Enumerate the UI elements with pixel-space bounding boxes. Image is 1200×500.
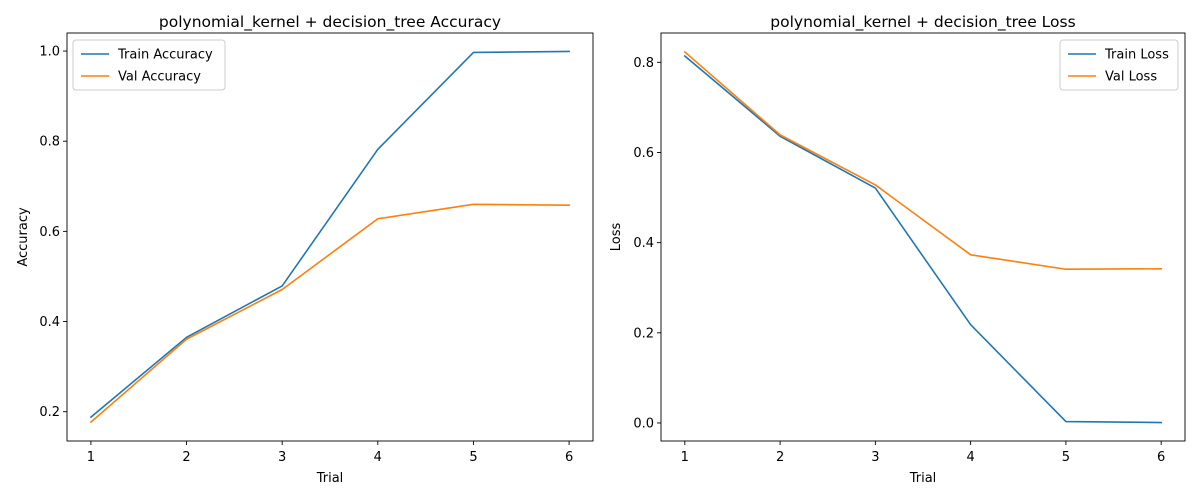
plot-area-frame [66,32,594,442]
y-tick-label: 1.0 [39,45,60,60]
y-axis-label: Accuracy [16,207,31,267]
x-axis-label: Trial [316,471,344,486]
legend-box [72,39,226,91]
x-tick-label: 4 [374,450,382,465]
plot-area-frame [660,32,1186,442]
series-line-train [89,50,570,419]
y-tick-label: 0.0 [633,416,654,431]
y-tick-label: 0.2 [633,326,654,341]
y-tick-label: 0.4 [633,236,654,251]
legend: Train Loss Val Loss [1059,39,1179,91]
legend-label: Val Accuracy [118,70,201,85]
x-tick-label: 1 [681,450,689,465]
x-tick-label: 5 [1062,450,1070,465]
x-tick-label: 6 [565,450,573,465]
x-axis-label: Trial [909,471,937,486]
legend-label: Val Loss [1105,70,1157,85]
legend-label: Train Accuracy [117,48,213,63]
x-tick-label: 5 [469,450,477,465]
x-tick-label: 2 [182,450,190,465]
y-tick-label: 0.6 [633,146,654,161]
y-tick-label: 0.8 [633,56,654,71]
legend-label: Train Loss [1104,48,1169,63]
y-axis-label: Loss [609,223,624,252]
legend: Train Accuracy Val Accuracy [72,39,226,91]
chart-title: polynomial_kernel + decision_tree Accura… [159,13,501,32]
x-tick-label: 4 [966,450,974,465]
series-line-val [89,203,570,424]
legend-box [1059,39,1179,91]
x-tick-label: 3 [278,450,286,465]
y-tick-label: 0.8 [39,135,60,150]
x-tick-label: 2 [776,450,784,465]
series-line-train [683,54,1162,424]
x-tick-label: 1 [87,450,95,465]
y-tick-label: 0.2 [39,405,60,420]
x-tick-label: 6 [1157,450,1165,465]
y-tick-label: 0.6 [39,225,60,240]
chart-title: polynomial_kernel + decision_tree Loss [770,13,1075,32]
loss-chart: polynomial_kernel + decision_tree Loss 1 2… [609,13,1186,486]
x-tick-label: 3 [871,450,879,465]
accuracy-chart: polynomial_kernel + decision_tree Accura… [16,13,594,486]
series-line-val [683,50,1162,271]
y-tick-label: 0.4 [39,315,60,330]
